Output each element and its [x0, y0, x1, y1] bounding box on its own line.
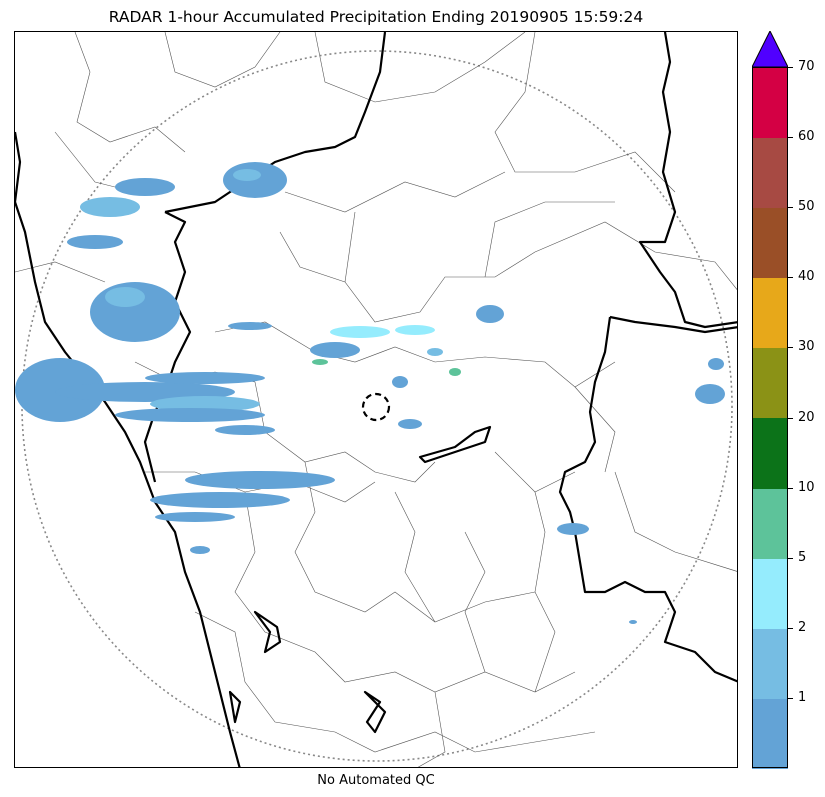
colorbar-segment [752, 137, 788, 209]
colorbar-extend-arrow [752, 31, 788, 68]
colorbar-tick-label: 5 [798, 549, 807, 565]
radar-map[interactable] [14, 31, 738, 768]
radar-range-ring [21, 50, 733, 762]
qc-caption: No Automated QC [317, 773, 435, 788]
colorbar-segment [752, 487, 788, 559]
colorbar-tick [788, 277, 793, 279]
colorbar-tick [788, 487, 793, 489]
radar-site-marker [361, 392, 391, 422]
colorbar-segment [752, 207, 788, 279]
colorbar-tick-label: 40 [798, 269, 815, 285]
colorbar-tick [788, 347, 793, 349]
colorbar-tick [788, 417, 793, 419]
map-title: RADAR 1-hour Accumulated Precipitation E… [108, 8, 644, 26]
colorbar-tick-label: 60 [798, 129, 815, 145]
colorbar-segment [752, 627, 788, 699]
colorbar-tick-label: 2 [798, 619, 807, 635]
colorbar-tick [788, 67, 793, 68]
colorbar-segment [752, 67, 788, 138]
colorbar [752, 67, 788, 769]
colorbar-tick [788, 627, 793, 629]
colorbar-tick [788, 207, 793, 209]
colorbar-tick [788, 557, 793, 559]
colorbar-tick-label: 30 [798, 339, 815, 355]
colorbar-segment [752, 417, 788, 489]
radar-map-canvas [15, 32, 737, 767]
colorbar-segment [752, 557, 788, 629]
colorbar-segment [752, 347, 788, 419]
colorbar-tick-label: 50 [798, 199, 815, 215]
colorbar-tick-label: 10 [798, 479, 815, 495]
colorbar-tick-label: 70 [798, 59, 815, 74]
colorbar-over-triangle [752, 31, 788, 68]
colorbar-segment [752, 277, 788, 349]
colorbar-tick [788, 137, 793, 139]
state-borders [15, 32, 737, 767]
precipitation-echoes [15, 162, 725, 624]
colorbar-tick-label: 20 [798, 409, 815, 425]
colorbar-tick-label: 1 [798, 689, 807, 705]
colorbar-segment [752, 697, 788, 769]
colorbar-tick [788, 697, 793, 699]
